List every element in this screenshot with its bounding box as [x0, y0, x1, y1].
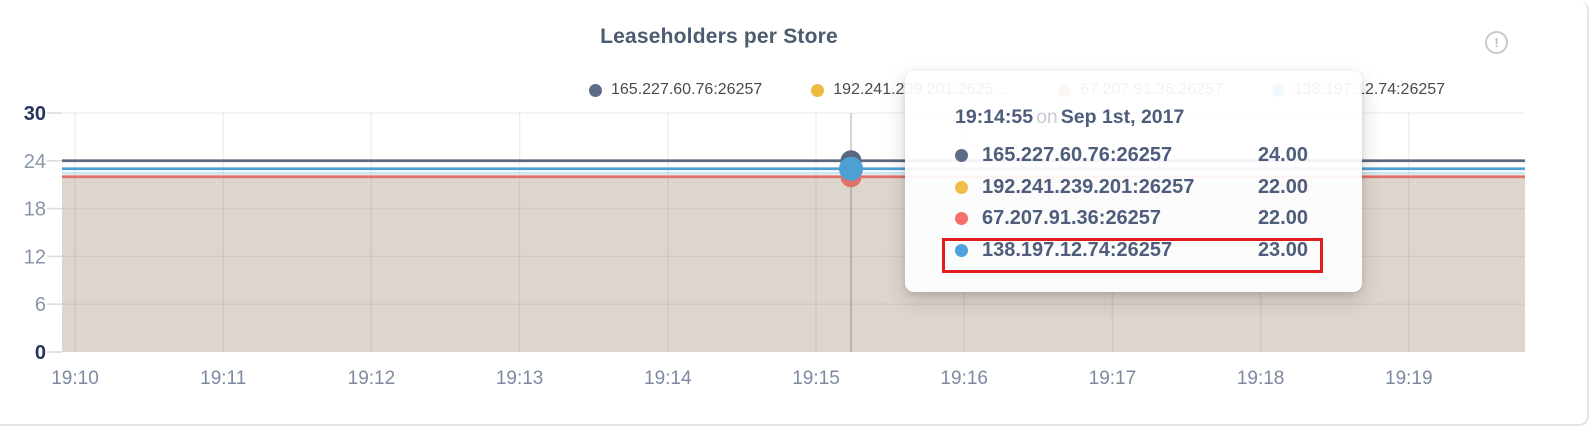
- tooltip-row-1: 165.227.60.76:26257 24.00: [955, 140, 1308, 172]
- tooltip-series-name: 138.197.12.74:26257: [982, 238, 1173, 261]
- hover-tooltip: 19:14:55 on Sep 1st, 2017 165.227.60.76:26…: [905, 71, 1362, 292]
- series-color-dot: [955, 149, 968, 163]
- y-label-18: 18: [24, 199, 46, 221]
- info-icon[interactable]: !: [1485, 31, 1508, 54]
- tooltip-timestamp: 19:14:55 on Sep 1st, 2017: [955, 105, 1308, 129]
- tooltip-series-name: 67.207.91.36:26257: [982, 207, 1162, 230]
- tooltip-row-2: 192.241.239.201:26257 22.00: [955, 172, 1308, 204]
- y-label-0: 0: [35, 342, 46, 364]
- series-color-dot: [955, 243, 968, 257]
- tooltip-series-name: 165.227.60.76:26257: [982, 144, 1173, 167]
- x-label-19:17: 19:17: [1089, 368, 1137, 389]
- tooltip-series-value: 22.00: [1257, 207, 1308, 230]
- legend-label: 165.227.60.76:26257: [611, 81, 763, 98]
- y-label-6: 6: [35, 294, 46, 316]
- tooltip-time: 19:14:55: [955, 106, 1034, 128]
- x-label-19:12: 19:12: [348, 368, 396, 389]
- y-label-24: 24: [24, 151, 46, 173]
- legend-item-1[interactable]: 165.227.60.76:26257: [589, 81, 762, 99]
- tooltip-series-value: 23.00: [1257, 238, 1308, 261]
- chart-title: Leaseholders per Store: [600, 25, 838, 48]
- x-axis-labels: 19:10 19:11 19:12 19:13 19:14 19:15 19:16 19:17…: [51, 368, 1432, 389]
- tooltip-series-value: 24.00: [1257, 144, 1308, 167]
- x-label-19:15: 19:15: [792, 368, 840, 389]
- y-axis-labels: 0 6 12 18 24 30: [24, 103, 46, 364]
- x-label-19:13: 19:13: [496, 368, 544, 389]
- hover-markers: [839, 150, 863, 188]
- x-label-19:11: 19:11: [200, 368, 246, 389]
- tooltip-date: Sep 1st, 2017: [1060, 106, 1185, 128]
- x-label-19:16: 19:16: [940, 368, 988, 389]
- x-label-19:19: 19:19: [1385, 368, 1433, 389]
- y-axis-ticks: [47, 112, 62, 353]
- tooltip-series-name: 192.241.239.201:26257: [982, 175, 1195, 198]
- series-color-dot: [955, 212, 968, 226]
- x-label-19:10: 19:10: [51, 368, 99, 389]
- series-color-dot: [955, 180, 968, 194]
- hover-marker-138.197.12.74:26257: [839, 156, 863, 181]
- y-label-30: 30: [24, 103, 46, 125]
- legend-color-dot: [811, 83, 825, 97]
- x-label-19:18: 19:18: [1237, 368, 1285, 389]
- legend-color-dot: [589, 83, 602, 97]
- tooltip-row-4: 138.197.12.74:26257 23.00: [955, 235, 1308, 267]
- tooltip-row-3: 67.207.91.36:26257 22.00: [955, 203, 1308, 235]
- tooltip-on: on: [1036, 106, 1058, 128]
- y-label-12: 12: [24, 246, 46, 268]
- tooltip-series-value: 22.00: [1257, 175, 1308, 198]
- tooltip-rows: 165.227.60.76:26257 24.00 192.241.239.201:…: [955, 140, 1308, 266]
- x-label-19:14: 19:14: [644, 368, 692, 389]
